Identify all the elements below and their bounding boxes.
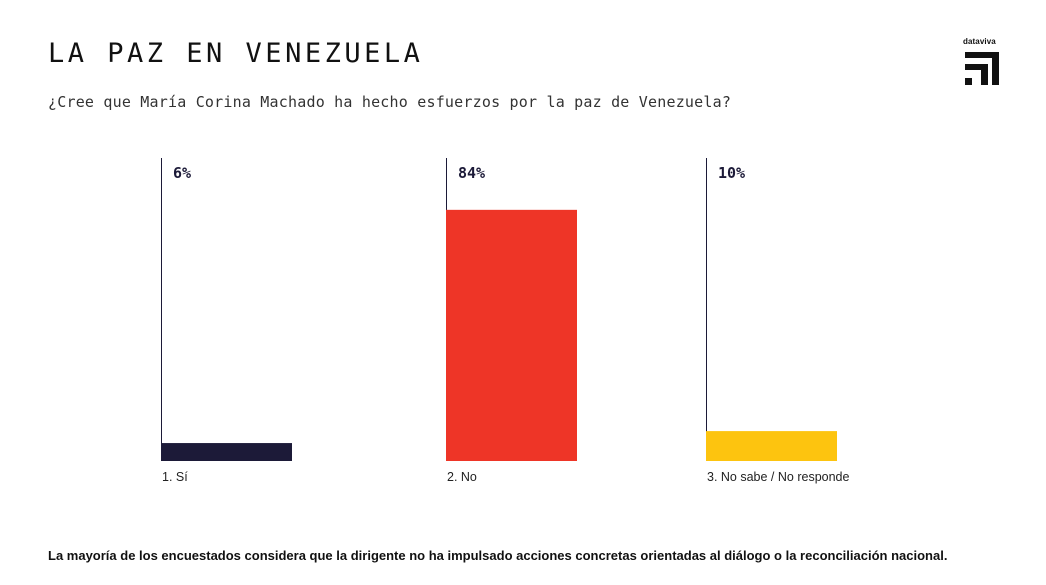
bar bbox=[446, 209, 577, 461]
chart-subtitle: ¿Cree que María Corina Machado ha hecho … bbox=[48, 93, 732, 111]
chart-title: LA PAZ EN VENEZUELA bbox=[48, 38, 424, 69]
brand-logo: dataviva bbox=[963, 37, 1003, 89]
bar-value-label: 10% bbox=[718, 164, 745, 182]
bar bbox=[161, 443, 292, 461]
chart-footnote: La mayoría de los encuestados considera … bbox=[48, 548, 948, 563]
category-label: 2. No bbox=[447, 470, 477, 484]
category-label: 1. Sí bbox=[162, 470, 188, 484]
bar bbox=[706, 431, 837, 461]
bar-chart: 6% 1. Sí 84% 2. No 10% 3. No sabe / No respon… bbox=[161, 158, 849, 484]
bar-value-label: 6% bbox=[173, 164, 191, 182]
dataviva-logo-icon bbox=[965, 52, 999, 85]
category-label: 3. No sabe / No responde bbox=[707, 470, 849, 484]
bar-value-label: 84% bbox=[458, 164, 485, 182]
brand-name: dataviva bbox=[963, 37, 996, 46]
